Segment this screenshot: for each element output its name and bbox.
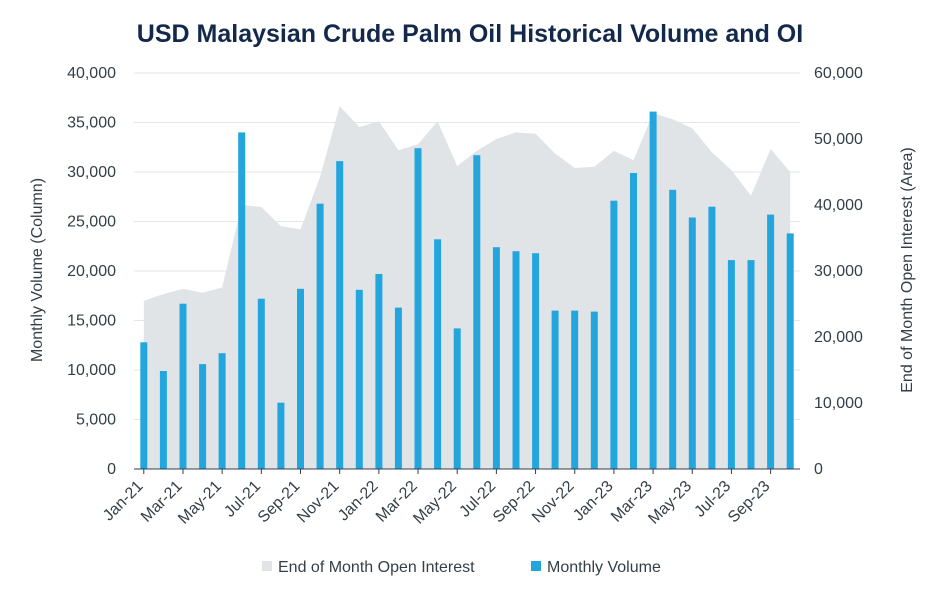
y-right-tick-label: 20,000 [814,329,863,346]
x-tick-label: Sep-21 [255,478,304,527]
volume-bar [140,342,148,469]
volume-bar [551,310,559,469]
volume-bar [394,307,402,469]
volume-bar [688,217,696,469]
open-interest-area [143,106,791,469]
volume-bar [375,274,383,469]
volume-bar [316,203,324,469]
volume-bar [218,353,226,469]
legend-swatch-monthly-volume [531,561,541,571]
volume-bar [767,214,775,469]
volume-bar [492,247,500,469]
y-right-tick-label: 0 [814,461,823,478]
legend-label-monthly-volume: Monthly Volume [547,559,661,576]
chart-title: USD Malaysian Crude Palm Oil Historical … [137,20,803,48]
y-left-tick-label: 25,000 [67,214,116,231]
volume-bar [414,148,422,469]
y-right-tick-label: 60,000 [814,65,863,82]
y-left-tick-label: 15,000 [67,313,116,330]
y-left-tick-label: 40,000 [67,65,116,82]
bar-layer [140,111,794,470]
volume-bar [257,298,265,469]
volume-bar [630,173,637,469]
volume-bar [512,251,520,469]
volume-bar [199,364,207,469]
x-tick-label: May-23 [645,478,695,528]
y-axis-left-label: Monthly Volume (Column) [29,178,46,362]
y-right-tick-label: 40,000 [814,197,863,214]
x-tick-label: Sep-23 [725,478,774,527]
y-left-tick-label: 0 [107,461,116,478]
volume-bar [669,189,677,470]
y-left-tick-label: 35,000 [67,115,116,132]
volume-bar [355,289,363,469]
volume-bar [473,155,481,469]
volume-bar [297,288,304,469]
volume-bar [277,402,285,469]
x-tick-label: Sep-22 [490,478,539,527]
x-tick-label: May-22 [410,478,460,528]
y-right-tick-label: 10,000 [814,395,863,412]
legend-label-open-interest: End of Month Open Interest [278,559,475,576]
volume-bar [336,161,344,469]
volume-bar [727,260,735,469]
y-right-tick-label: 30,000 [814,263,863,280]
x-tick-label: Jan-21 [100,478,147,525]
legend: End of Month Open Interest Monthly Volum… [262,559,661,576]
x-tick-label: Nov-22 [529,478,578,527]
volume-bar [453,328,461,469]
volume-bar [590,311,598,469]
y-axis-right-label: End of Month Open Interest (Area) [899,147,916,392]
volume-bar [747,260,755,469]
volume-bar [434,239,442,469]
x-tick-label: May-21 [175,478,225,528]
volume-bar [159,371,167,469]
x-tick-label: Jan-23 [570,478,617,525]
volume-bar [649,111,657,469]
y-left-tick-label: 30,000 [67,164,116,181]
x-tick-label: Jan-22 [335,478,382,525]
y-left-tick-label: 20,000 [67,263,116,280]
area-layer [143,106,791,469]
volume-bar [238,132,246,469]
volume-bar [571,310,579,469]
y-right-tick-label: 50,000 [814,131,863,148]
legend-swatch-open-interest [262,561,272,571]
volume-bar [708,206,716,469]
volume-bar [786,233,794,469]
y-left-tick-label: 5,000 [76,412,116,429]
volume-bar [532,253,540,469]
volume-bar [610,200,618,469]
y-left-tick-label: 10,000 [67,362,116,379]
volume-bar [179,303,187,469]
x-tick-label: Nov-21 [294,478,343,527]
